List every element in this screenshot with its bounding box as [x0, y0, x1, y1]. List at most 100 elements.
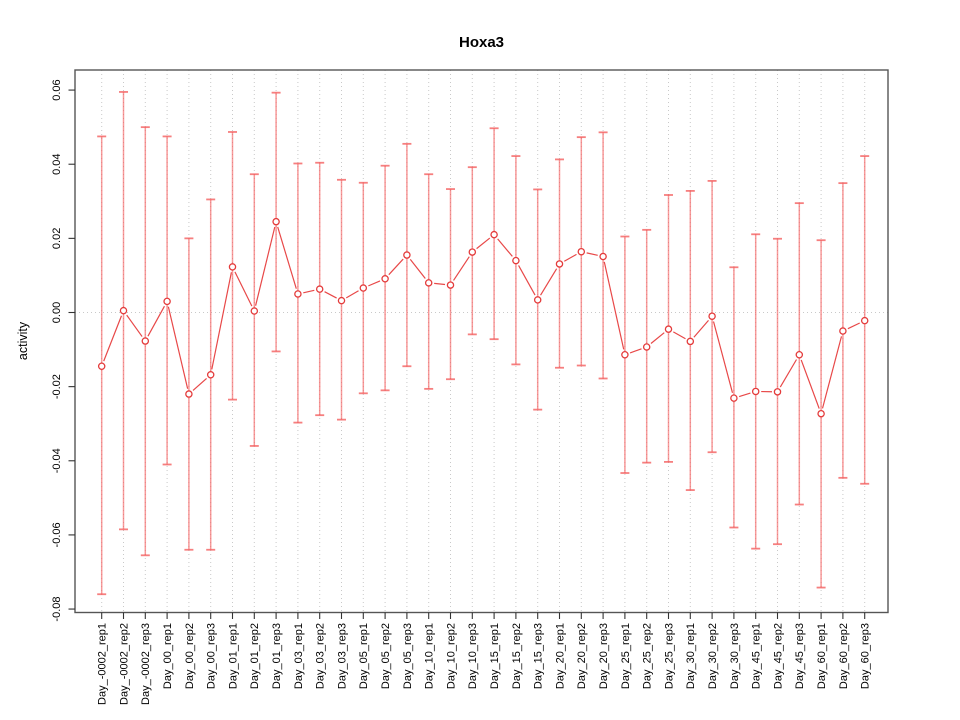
grid-layer [75, 70, 888, 613]
x-tick-label: Day_45_rep2 [772, 623, 784, 689]
y-tick-label: 0.02 [51, 228, 63, 249]
data-point [512, 256, 520, 265]
data-point [228, 263, 237, 271]
series-segment [586, 252, 598, 256]
data-point [206, 371, 215, 379]
series-segment [211, 272, 232, 370]
data-point [599, 252, 607, 261]
series-segment [497, 238, 513, 257]
series-segment [779, 359, 798, 388]
chart-title: Hoxa3 [459, 34, 504, 51]
series-segment [821, 336, 843, 409]
series-segment [234, 271, 253, 307]
x-tick-label: Day_60_rep1 [816, 623, 828, 689]
x-tick-label: Day_-0002_rep3 [140, 623, 152, 705]
data-point [642, 343, 651, 351]
x-tick-label: Day_-0002_rep1 [97, 623, 109, 705]
series-segment [540, 268, 558, 296]
data-point [664, 325, 673, 333]
data-point [860, 316, 869, 325]
x-tick-label: Day_15_rep1 [489, 623, 501, 689]
series-segment [388, 258, 404, 276]
x-tick-label: Day_30_rep3 [729, 623, 741, 689]
y-tick-label: -0.06 [51, 522, 63, 547]
x-tick-label: Day_25_rep2 [642, 623, 654, 689]
data-point [533, 296, 542, 304]
x-tick-label: Day_30_rep1 [685, 623, 697, 689]
series-segment [693, 319, 709, 338]
data-point [381, 275, 389, 283]
x-tick-label: Day_10_rep3 [467, 623, 479, 689]
x-tick-label: Day_10_rep2 [445, 623, 457, 689]
data-point [97, 362, 106, 371]
x-tick-label: Day_25_rep1 [620, 623, 632, 689]
data-point [577, 247, 586, 256]
series-segment [712, 321, 734, 393]
data-point [294, 290, 302, 298]
x-tick-label: Day_05_rep2 [380, 623, 392, 689]
data-point [185, 390, 193, 398]
series-segment [324, 291, 337, 299]
series-segment [147, 305, 165, 337]
x-tick-label: Day_01_rep2 [249, 623, 261, 689]
x-tick-label: Day_45_rep1 [751, 623, 763, 689]
x-tick-label: Day_-0002_rep2 [118, 623, 130, 705]
data-point [119, 306, 128, 315]
x-tick-label: Day_25_rep3 [663, 623, 675, 689]
data-point [141, 337, 150, 345]
series-segment [255, 226, 276, 306]
series-segment [103, 315, 123, 362]
data-point [795, 351, 804, 359]
series-segment [476, 237, 491, 250]
y-tick-label: 0.00 [51, 302, 63, 323]
x-tick-label: Day_30_rep2 [707, 623, 719, 689]
data-point [403, 251, 411, 259]
plot-box [74, 69, 889, 614]
data-point [621, 351, 629, 359]
series-segment [847, 322, 860, 330]
series-segment [673, 331, 686, 340]
series-segment [303, 289, 315, 294]
data-point [163, 297, 171, 306]
x-tick-label: Day_45_rep3 [794, 623, 806, 689]
x-tick-label: Day_00_rep1 [162, 623, 174, 689]
x-tick-label: Day_05_rep3 [402, 623, 414, 689]
x-tick-label: Day_01_rep3 [271, 623, 283, 689]
data-point [751, 387, 760, 396]
x-tick-label: Day_60_rep3 [860, 623, 872, 689]
y-tick-label: 0.04 [51, 154, 63, 175]
data-point [773, 388, 782, 396]
data-point [250, 307, 259, 315]
data-point [817, 409, 825, 418]
x-tick-label: Day_05_rep1 [358, 623, 370, 689]
series-segment [800, 359, 820, 409]
series-segment [603, 261, 625, 350]
x-tick-label: Day_10_rep1 [424, 623, 436, 689]
x-tick-label: Day_03_rep2 [315, 623, 327, 689]
series-segment [564, 253, 577, 262]
series-layer [97, 91, 870, 596]
data-point [424, 279, 433, 287]
x-tick-label: Day_03_rep3 [336, 623, 348, 689]
x-tick-label: Day_20_rep2 [576, 623, 588, 689]
data-point [686, 337, 695, 346]
data-point [315, 285, 324, 293]
data-point [708, 312, 716, 320]
y-axis-label: activity [16, 321, 30, 360]
y-tick-label: -0.04 [51, 448, 63, 473]
series-segment [277, 226, 297, 289]
data-point [490, 230, 498, 239]
data-point [555, 260, 564, 268]
series-segment [738, 392, 751, 398]
series-segment [518, 265, 536, 296]
series-segment [434, 282, 446, 286]
x-tick-label: Day_20_rep1 [554, 623, 566, 689]
data-point [272, 217, 280, 226]
series-segment [650, 332, 665, 344]
series-segment [409, 258, 426, 279]
y-tick-label: -0.08 [51, 597, 63, 622]
series-segment [167, 306, 189, 389]
series-segment [368, 280, 381, 287]
data-point [468, 248, 477, 256]
